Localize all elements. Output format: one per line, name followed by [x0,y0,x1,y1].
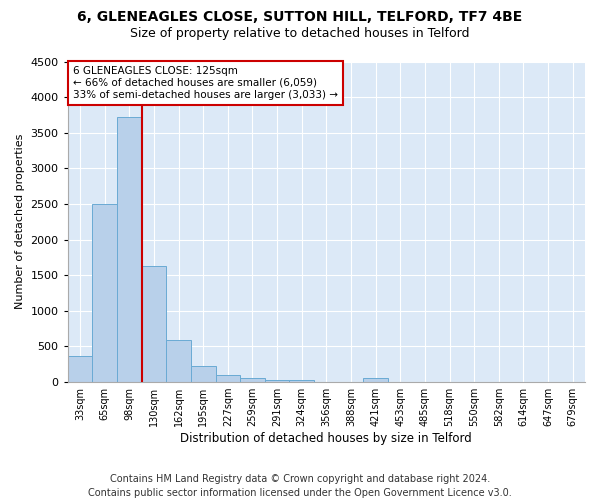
Bar [364,378,388,382]
Bar [92,204,117,382]
Bar [265,380,289,382]
Bar [240,378,265,382]
Text: Contains HM Land Registry data © Crown copyright and database right 2024.
Contai: Contains HM Land Registry data © Crown c… [88,474,512,498]
Bar [191,366,215,382]
Bar [289,380,314,382]
Bar [117,117,142,382]
Text: Size of property relative to detached houses in Telford: Size of property relative to detached ho… [130,28,470,40]
X-axis label: Distribution of detached houses by size in Telford: Distribution of detached houses by size … [181,432,472,445]
Text: 6 GLENEAGLES CLOSE: 125sqm
← 66% of detached houses are smaller (6,059)
33% of s: 6 GLENEAGLES CLOSE: 125sqm ← 66% of deta… [73,66,338,100]
Text: 6, GLENEAGLES CLOSE, SUTTON HILL, TELFORD, TF7 4BE: 6, GLENEAGLES CLOSE, SUTTON HILL, TELFOR… [77,10,523,24]
Bar [142,266,166,382]
Bar [68,356,92,382]
Bar [215,374,240,382]
Y-axis label: Number of detached properties: Number of detached properties [15,134,25,310]
Bar [166,340,191,382]
